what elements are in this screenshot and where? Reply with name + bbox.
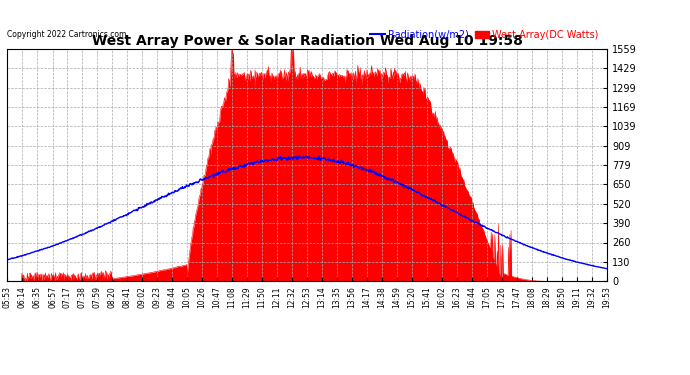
Legend: Radiation(w/m2), West Array(DC Watts): Radiation(w/m2), West Array(DC Watts)	[366, 26, 602, 44]
Text: Copyright 2022 Cartronics.com: Copyright 2022 Cartronics.com	[7, 30, 126, 39]
Title: West Array Power & Solar Radiation Wed Aug 10 19:58: West Array Power & Solar Radiation Wed A…	[92, 34, 522, 48]
